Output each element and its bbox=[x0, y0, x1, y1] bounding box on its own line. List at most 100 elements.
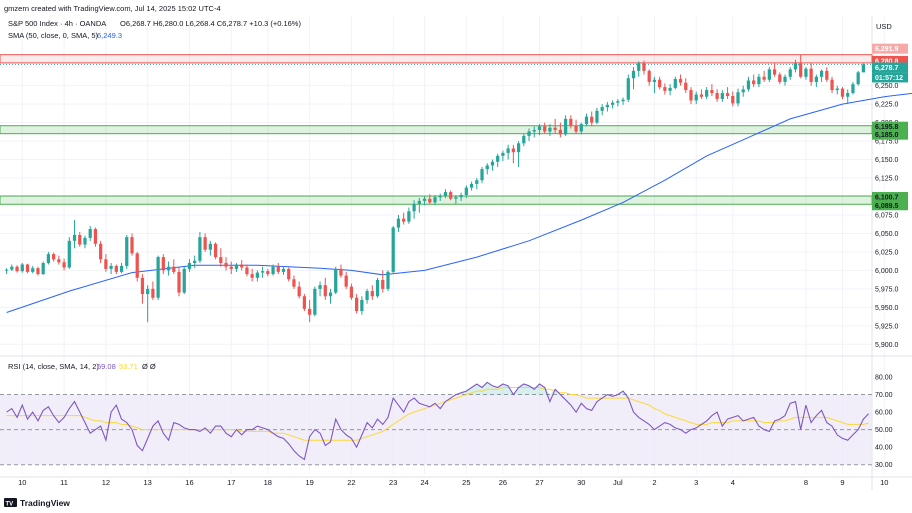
candle[interactable] bbox=[52, 252, 56, 262]
candle[interactable] bbox=[224, 257, 228, 271]
candle[interactable] bbox=[198, 231, 202, 264]
candle[interactable] bbox=[689, 87, 693, 105]
candle[interactable] bbox=[835, 85, 839, 95]
candle[interactable] bbox=[814, 74, 818, 88]
candle[interactable] bbox=[501, 150, 505, 162]
candle[interactable] bbox=[245, 264, 249, 277]
candle[interactable] bbox=[250, 268, 254, 282]
candle[interactable] bbox=[260, 266, 265, 278]
candle[interactable] bbox=[459, 192, 463, 201]
candle[interactable] bbox=[417, 197, 421, 213]
candle[interactable] bbox=[109, 263, 113, 275]
candle[interactable] bbox=[67, 237, 71, 269]
candle[interactable] bbox=[584, 113, 589, 127]
candle[interactable] bbox=[402, 212, 406, 225]
candle[interactable] bbox=[360, 296, 364, 315]
candle[interactable] bbox=[830, 76, 834, 94]
candle[interactable] bbox=[710, 84, 714, 96]
candle[interactable] bbox=[757, 73, 761, 88]
candle[interactable] bbox=[130, 233, 134, 256]
candle[interactable] bbox=[590, 111, 594, 127]
candle[interactable] bbox=[611, 100, 615, 109]
candle[interactable] bbox=[663, 83, 667, 95]
sma-legend-label[interactable]: SMA (50, close, 0, SMA, 5) bbox=[8, 31, 99, 40]
candle[interactable] bbox=[516, 141, 521, 167]
rsi-line[interactable] bbox=[6, 381, 869, 461]
candle[interactable] bbox=[99, 240, 103, 264]
candle[interactable] bbox=[234, 263, 239, 272]
candle[interactable] bbox=[475, 178, 479, 190]
candle[interactable] bbox=[428, 194, 432, 204]
candle[interactable] bbox=[72, 220, 77, 249]
candle[interactable] bbox=[532, 126, 536, 138]
candle[interactable] bbox=[511, 144, 515, 164]
candle[interactable] bbox=[292, 275, 296, 289]
candle[interactable] bbox=[276, 263, 280, 275]
candle[interactable] bbox=[443, 189, 448, 198]
candle[interactable] bbox=[605, 101, 610, 112]
candle[interactable] bbox=[46, 251, 51, 265]
candle[interactable] bbox=[328, 288, 333, 304]
candle[interactable] bbox=[840, 87, 845, 99]
candle[interactable] bbox=[323, 277, 327, 300]
candle[interactable] bbox=[156, 255, 160, 300]
candle[interactable] bbox=[616, 98, 620, 107]
candle[interactable] bbox=[731, 91, 735, 107]
candle[interactable] bbox=[851, 81, 855, 95]
candle[interactable] bbox=[752, 74, 756, 88]
candle[interactable] bbox=[25, 263, 30, 274]
candle[interactable] bbox=[281, 265, 286, 275]
candle[interactable] bbox=[469, 181, 474, 191]
candle[interactable] bbox=[172, 259, 176, 275]
candle[interactable] bbox=[705, 87, 709, 99]
candle[interactable] bbox=[4, 268, 9, 275]
candle[interactable] bbox=[271, 264, 275, 276]
candle[interactable] bbox=[579, 122, 583, 135]
candle[interactable] bbox=[140, 274, 145, 304]
candle[interactable] bbox=[856, 70, 860, 86]
candle[interactable] bbox=[365, 288, 369, 304]
candle[interactable] bbox=[412, 200, 416, 219]
candle[interactable] bbox=[177, 267, 181, 297]
candle[interactable] bbox=[355, 294, 359, 314]
candle[interactable] bbox=[422, 196, 427, 206]
candle[interactable] bbox=[485, 163, 489, 175]
candle[interactable] bbox=[715, 89, 719, 102]
rsi-legend-label[interactable]: RSI (14, close, SMA, 14, 2) bbox=[8, 362, 99, 371]
candle[interactable] bbox=[240, 260, 244, 271]
candle[interactable] bbox=[313, 286, 317, 317]
candle[interactable] bbox=[778, 72, 782, 85]
candle[interactable] bbox=[600, 104, 604, 116]
candle[interactable] bbox=[31, 265, 35, 274]
candle[interactable] bbox=[182, 266, 186, 295]
candle[interactable] bbox=[637, 61, 641, 77]
candle[interactable] bbox=[527, 128, 531, 142]
candle[interactable] bbox=[464, 185, 468, 198]
candle[interactable] bbox=[809, 63, 813, 86]
candle[interactable] bbox=[119, 263, 124, 274]
candle[interactable] bbox=[720, 90, 724, 102]
candle[interactable] bbox=[861, 63, 866, 73]
candle[interactable] bbox=[20, 263, 24, 273]
support-zone-upper[interactable] bbox=[0, 125, 873, 135]
candle[interactable] bbox=[339, 264, 343, 278]
candle[interactable] bbox=[287, 267, 291, 282]
candle[interactable] bbox=[318, 281, 322, 297]
candle[interactable] bbox=[506, 144, 510, 160]
candle[interactable] bbox=[229, 261, 233, 275]
candle[interactable] bbox=[93, 227, 98, 247]
candle[interactable] bbox=[15, 265, 19, 273]
candle[interactable] bbox=[658, 76, 662, 90]
candle[interactable] bbox=[652, 76, 657, 94]
candle[interactable] bbox=[522, 133, 526, 147]
candle[interactable] bbox=[804, 67, 808, 80]
candle[interactable] bbox=[762, 70, 766, 82]
candle[interactable] bbox=[595, 107, 599, 125]
candle[interactable] bbox=[438, 193, 442, 201]
candle[interactable] bbox=[574, 119, 578, 134]
candle[interactable] bbox=[783, 74, 787, 86]
candle[interactable] bbox=[537, 124, 542, 136]
candle[interactable] bbox=[543, 122, 547, 134]
candle[interactable] bbox=[381, 270, 385, 293]
candle[interactable] bbox=[386, 270, 390, 292]
